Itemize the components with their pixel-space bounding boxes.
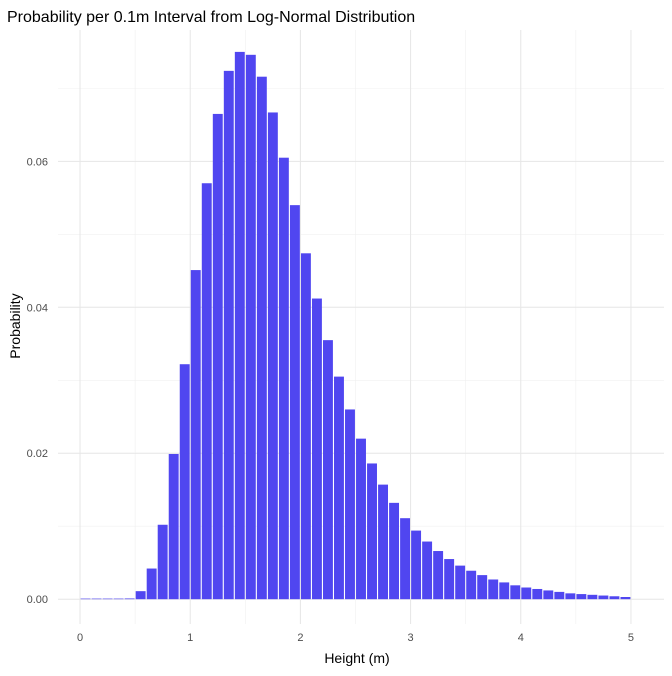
- histogram-bar: [157, 524, 168, 600]
- histogram-bar: [477, 575, 488, 600]
- histogram-bar: [278, 157, 289, 600]
- histogram-bar: [322, 340, 333, 600]
- histogram-bar: [234, 51, 245, 600]
- histogram-bar: [124, 598, 135, 600]
- x-tick-label: 4: [518, 632, 524, 644]
- x-tick-label: 5: [628, 632, 634, 644]
- histogram-bar: [212, 113, 223, 600]
- histogram-bar: [190, 270, 201, 600]
- histogram-bar: [289, 205, 300, 600]
- histogram-bar: [345, 409, 355, 600]
- histogram-bar: [554, 591, 565, 600]
- histogram-bar: [455, 565, 466, 600]
- histogram-bar: [400, 518, 411, 600]
- histogram-bar: [245, 54, 256, 600]
- histogram-bar: [334, 376, 344, 600]
- histogram-bar: [609, 596, 620, 600]
- y-tick-label: 0.00: [27, 594, 48, 606]
- histogram-bar: [587, 594, 598, 600]
- histogram-bar: [91, 598, 102, 600]
- histogram-bar: [300, 253, 311, 600]
- histogram-bar: [444, 559, 455, 600]
- histogram-bar: [389, 502, 400, 600]
- histogram-bar: [620, 597, 631, 600]
- histogram-bar: [598, 595, 609, 600]
- y-axis-label: Probability: [7, 293, 23, 358]
- histogram-bar: [576, 594, 587, 600]
- histogram-bar: [488, 579, 499, 600]
- histogram-bar: [367, 463, 377, 600]
- histogram-bar: [378, 484, 388, 600]
- histogram-bar: [113, 598, 124, 600]
- histogram-bar: [201, 183, 212, 600]
- histogram-bar: [267, 112, 278, 600]
- histogram-bar: [135, 591, 146, 600]
- x-tick-label: 2: [297, 632, 303, 644]
- x-tick-label: 0: [77, 632, 83, 644]
- histogram-bar: [543, 590, 554, 600]
- x-axis-label: Height (m): [324, 650, 389, 666]
- histogram-bar: [146, 568, 157, 600]
- x-tick-label: 1: [187, 632, 193, 644]
- histogram-bar: [565, 593, 576, 600]
- histogram-bar: [223, 70, 234, 600]
- histogram-bar: [521, 587, 532, 600]
- histogram-bar: [311, 298, 322, 600]
- y-tick-label: 0.04: [27, 302, 48, 314]
- x-tick-label: 3: [408, 632, 414, 644]
- histogram-bar: [356, 438, 366, 600]
- chart-title: Probability per 0.1m Interval from Log-N…: [7, 9, 415, 26]
- bar-layer: [80, 51, 631, 600]
- y-tick-label: 0.02: [27, 448, 48, 460]
- histogram-bar: [102, 598, 113, 600]
- histogram-bar: [256, 76, 267, 600]
- histogram-bar: [510, 585, 521, 600]
- tick-layer: 0 1 2 3 4 5 0.00 0.02 0.04 0.06: [27, 156, 634, 644]
- histogram-bar: [499, 582, 510, 600]
- histogram-bar: [411, 530, 422, 600]
- histogram-bar: [433, 551, 444, 600]
- histogram-bar: [532, 588, 543, 600]
- histogram-bar: [80, 598, 91, 600]
- histogram-bar: [466, 570, 477, 600]
- histogram-bar: [168, 453, 179, 600]
- histogram-bar: [422, 541, 433, 600]
- histogram-bar: [179, 364, 190, 600]
- y-tick-label: 0.06: [27, 156, 48, 168]
